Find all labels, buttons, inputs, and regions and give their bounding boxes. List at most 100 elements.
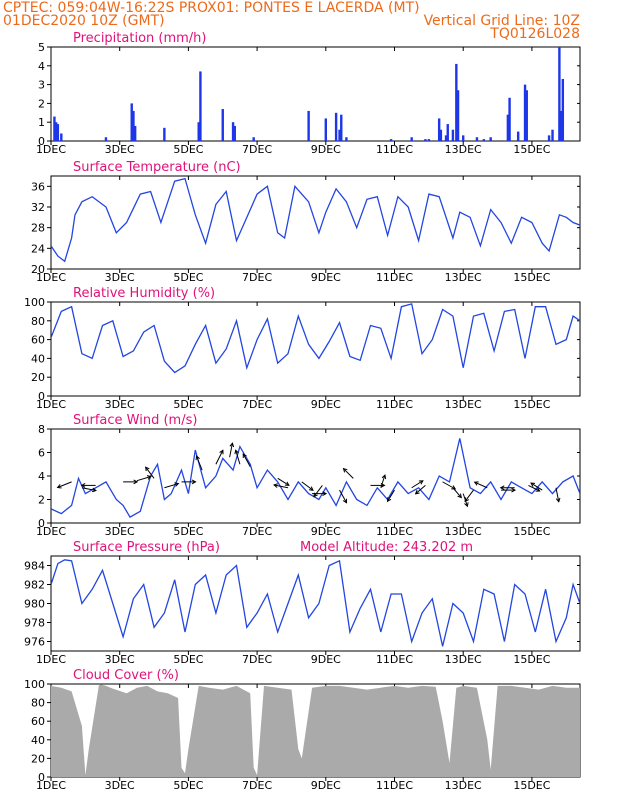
wind-arrow — [411, 480, 424, 489]
wind-arrow-head — [308, 486, 314, 491]
wind-arrow-head — [242, 453, 247, 459]
panel-cloud: 1DEC 3DEC 5DEC 7DEC 9DEC 11DEC 13DEC 15DEC 0 20 40… — [24, 668, 581, 792]
wind-arrow — [339, 489, 347, 503]
y-tick-label: 100 — [24, 678, 45, 691]
x-tick-label: 7DEC — [242, 779, 272, 792]
wind-arrow-head — [342, 467, 348, 473]
precip-bar — [334, 112, 338, 141]
x-tick-label: 1DEC — [36, 525, 66, 538]
wind-arrow — [215, 450, 224, 465]
x-tick-label: 3DEC — [105, 271, 135, 284]
x-tick-label: 9DEC — [311, 271, 341, 284]
precip-bar — [424, 139, 427, 141]
wind-arrow-head — [414, 489, 420, 495]
x-tick-label: 1DEC — [36, 653, 66, 666]
panel-body — [51, 684, 580, 777]
precip-bar — [104, 137, 108, 141]
panel-temp: 1DEC 3DEC 5DEC 7DEC 9DEC 11DEC 13DEC 15DEC 20 24 2… — [31, 160, 581, 284]
precip-bar — [54, 122, 58, 141]
precip-bar — [482, 139, 486, 141]
rh-series-line — [51, 303, 580, 374]
y-tick-label: 4 — [38, 470, 45, 483]
x-tick-label: 5DEC — [173, 398, 203, 411]
panels: 1DEC 3DEC 5DEC 7DEC 9DEC 11DEC 13DEC 15DEC 0 1 2 3 4… — [24, 31, 581, 792]
x-tick-label: 9DEC — [311, 779, 341, 792]
wind-arrow — [145, 466, 155, 479]
x-tick-label: 13DEC — [445, 653, 482, 666]
wind-arrow-head — [473, 481, 479, 486]
precip-bar — [130, 103, 133, 141]
panel-frame — [50, 175, 581, 270]
x-tick-label: 15DEC — [513, 271, 550, 284]
wind-arrow-head — [464, 497, 469, 503]
panel-wind: 1DEC 3DEC 5DEC 7DEC 9DEC 11DEC 13DEC 15DEC 0 2 4 6 8… — [36, 413, 581, 538]
wind-arrow — [81, 487, 97, 492]
precip-bar — [252, 137, 255, 141]
y-tick-label: 40 — [31, 352, 45, 365]
precip-bar — [475, 137, 479, 141]
y-tick-label: 4 — [38, 60, 45, 73]
precip-bar — [427, 139, 431, 141]
header-line2-right: Vertical Grid Line: 10Z — [424, 13, 580, 29]
header-line1: CPTEC: 059:04W-16:22S PROX01: PONTES E L… — [3, 0, 420, 16]
precip-bar — [523, 84, 527, 141]
y-tick-label: 80 — [31, 697, 45, 710]
x-tick-label: 15DEC — [513, 143, 550, 156]
x-tick-label: 13DEC — [445, 779, 482, 792]
precip-bar — [451, 129, 455, 141]
y-tick-label: 28 — [31, 222, 45, 235]
precip-bar — [133, 125, 137, 141]
x-tick-label: 3DEC — [105, 398, 135, 411]
x-tick-label: 11DEC — [376, 653, 413, 666]
x-tick-label: 13DEC — [445, 525, 482, 538]
x-tick-label: 7DEC — [242, 525, 272, 538]
y-tick-label: 8 — [38, 423, 45, 436]
panel-title: Relative Humidity (%) — [73, 286, 215, 301]
header-line3-right: TQ0126L028 — [489, 26, 580, 42]
wind-arrow-head — [322, 491, 328, 496]
wind-arrow — [555, 487, 560, 502]
y-tick-label: 20 — [31, 752, 45, 765]
panel-frame — [50, 46, 581, 142]
wind-arrow-head — [91, 487, 97, 493]
x-tick-label: 9DEC — [311, 653, 341, 666]
precip-bar — [56, 124, 60, 141]
y-tick-label: 984 — [24, 560, 45, 573]
wind-arrow-head — [146, 475, 152, 480]
x-tick-label: 1DEC — [36, 398, 66, 411]
panel-pressure: 1DEC 3DEC 5DEC 7DEC 9DEC 11DEC 13DEC 15DEC 976 97… — [24, 540, 581, 666]
wind-arrow — [343, 468, 354, 479]
precip-bar — [324, 118, 328, 141]
wind-arrow — [229, 443, 233, 458]
y-tick-label: 3 — [38, 79, 45, 92]
x-tick-label: 15DEC — [513, 398, 550, 411]
wind-series-line — [51, 438, 580, 518]
precip-bar — [506, 114, 510, 141]
precip-bar — [53, 116, 56, 141]
wind-arrow-head — [464, 502, 469, 508]
x-tick-label: 3DEC — [105, 143, 135, 156]
x-tick-label: 9DEC — [311, 525, 341, 538]
y-tick-label: 60 — [31, 715, 45, 728]
wind-arrow-head — [229, 442, 235, 448]
wind-arrow-head — [56, 484, 62, 489]
panel-body — [51, 438, 580, 518]
wind-arrow — [464, 489, 474, 502]
y-tick-label: 80 — [31, 315, 45, 328]
y-tick-label: 0 — [38, 517, 45, 530]
y-tick-label: 100 — [24, 296, 45, 309]
y-tick-label: 6 — [38, 447, 45, 460]
wind-arrow — [380, 474, 386, 488]
wind-arrow-head — [174, 482, 180, 487]
header: CPTEC: 059:04W-16:22S PROX01: PONTES E L… — [3, 0, 580, 42]
x-tick-label: 7DEC — [242, 143, 272, 156]
wind-arrow-head — [499, 485, 505, 491]
x-tick-label: 1DEC — [36, 143, 66, 156]
precip-bar — [455, 63, 458, 141]
y-tick-label: 978 — [24, 617, 45, 630]
precip-bar — [197, 122, 200, 141]
x-tick-label: 1DEC — [36, 271, 66, 284]
x-tick-label: 5DEC — [173, 653, 203, 666]
wind-arrow — [196, 455, 203, 471]
